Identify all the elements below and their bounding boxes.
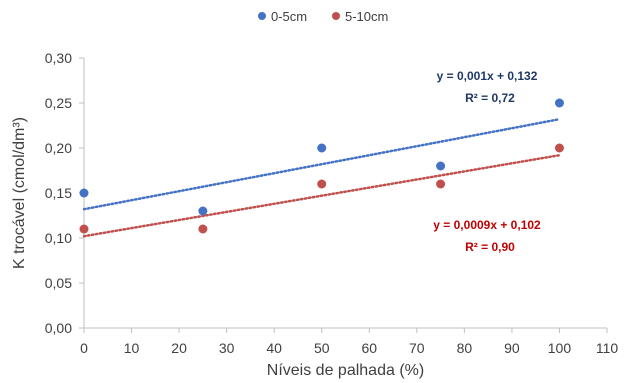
x-axis-title: Níveis de palhada (%) <box>267 362 424 379</box>
data-point <box>79 224 89 234</box>
data-point <box>317 179 327 189</box>
r-squared-label: R² = 0,90 <box>465 240 515 254</box>
y-tick-label: 0,15 <box>45 185 72 201</box>
y-tick-label: 0,20 <box>45 140 72 156</box>
data-point <box>554 98 564 108</box>
x-tick-label: 110 <box>596 340 619 356</box>
x-tick-label: 70 <box>409 340 425 356</box>
data-point <box>198 206 208 216</box>
trendline-equation: y = 0,0009x + 0,102 <box>433 218 541 232</box>
x-tick-label: 20 <box>171 340 187 356</box>
y-tick-label: 0,10 <box>45 230 72 246</box>
r-squared-label: R² = 0,72 <box>465 91 515 105</box>
legend-label: 0-5cm <box>271 9 307 24</box>
data-point <box>79 188 89 198</box>
data-point <box>198 224 208 234</box>
data-point <box>436 161 446 171</box>
legend-marker <box>332 12 340 20</box>
x-tick-label: 90 <box>504 340 520 356</box>
trendline <box>82 153 561 238</box>
data-points <box>79 98 564 234</box>
x-tick-label: 10 <box>124 340 140 356</box>
data-point <box>317 143 327 153</box>
y-tick-label: 0,05 <box>45 275 72 291</box>
legend-label: 5-10cm <box>345 9 388 24</box>
x-tick-label: 100 <box>548 340 572 356</box>
x-tick-label: 50 <box>314 340 330 356</box>
data-point <box>554 143 564 153</box>
trendlines <box>82 117 561 238</box>
x-tick-label: 40 <box>266 340 282 356</box>
trendline <box>82 117 561 211</box>
x-tick-label: 0 <box>80 340 88 356</box>
legend: 0-5cm 5-10cm <box>258 9 388 24</box>
y-tick-label: 0,00 <box>45 320 72 336</box>
trendline-equations: y = 0,001x + 0,132 R² = 0,72 y = 0,0009x +… <box>433 69 541 254</box>
x-tick-label: 30 <box>219 340 235 356</box>
x-tick-label: 80 <box>457 340 473 356</box>
data-point <box>436 179 446 189</box>
trendline-equation: y = 0,001x + 0,132 <box>437 69 538 83</box>
x-tick-label: 60 <box>361 340 377 356</box>
axes: 0,00 0,05 0,10 0,15 0,20 0,25 0,30 0 10 20 30 40 50 6… <box>45 50 619 356</box>
y-tick-label: 0,25 <box>45 95 72 111</box>
y-axis-title: K trocável (cmol/dm³) <box>11 117 28 269</box>
y-tick-label: 0,30 <box>45 50 72 66</box>
legend-marker <box>258 12 266 20</box>
